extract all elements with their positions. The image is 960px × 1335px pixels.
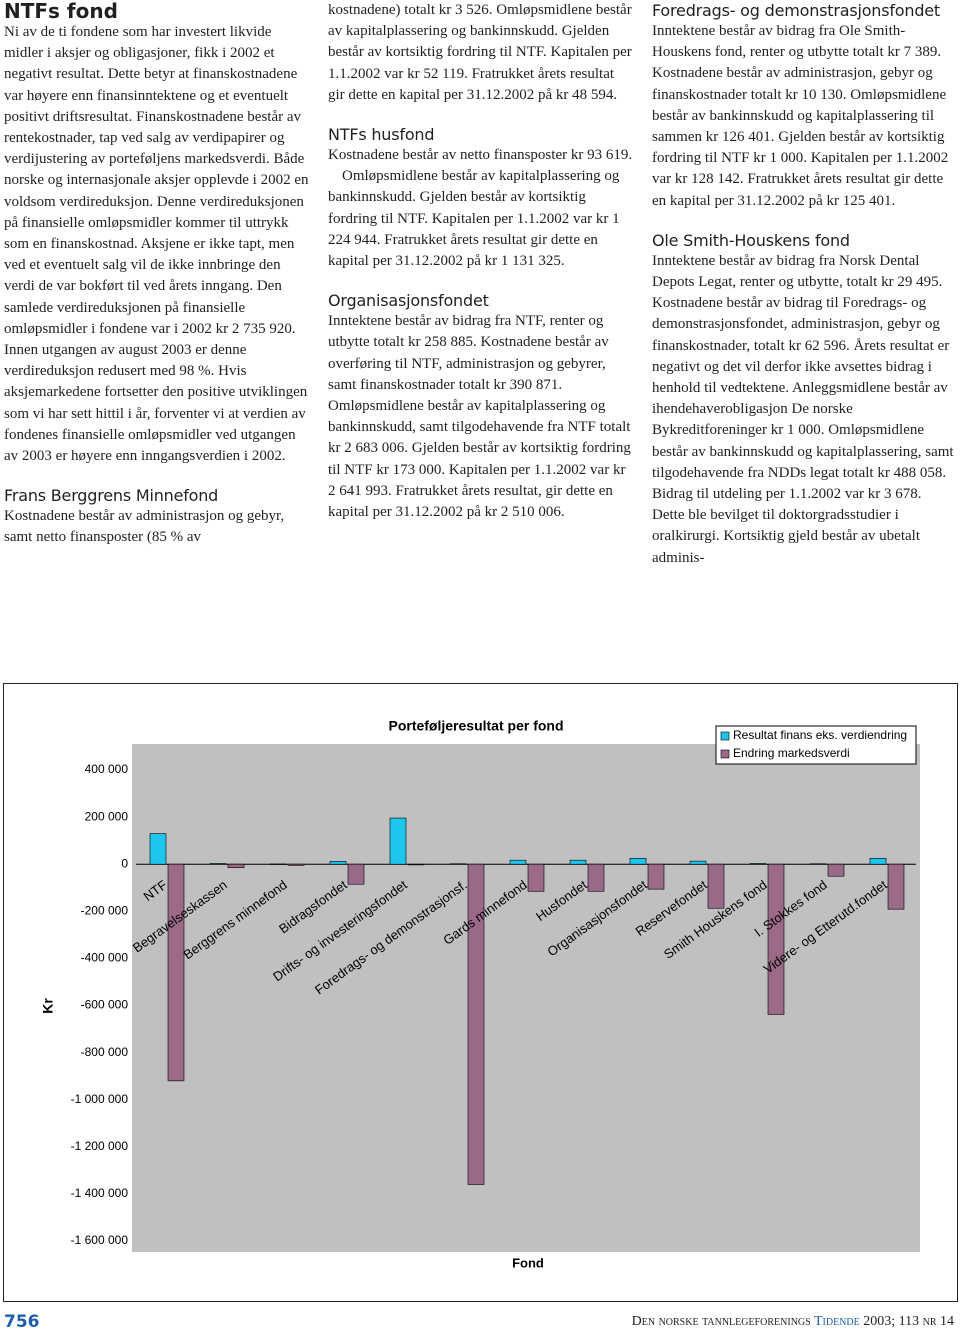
y-tick-label: -1 200 000 — [71, 1139, 129, 1153]
bar — [647, 863, 665, 890]
bar — [449, 863, 467, 865]
bar — [809, 863, 827, 865]
column: kostnadene) totalt kr 3 526. Omløpsmidle… — [328, 0, 633, 523]
journal-emphasis: Tidende — [813, 1314, 860, 1329]
bar — [509, 859, 527, 865]
paragraph: Inntektene består av bidrag fra Ole Smit… — [652, 23, 949, 209]
chart-frame: Porteføljeresultat per fond Kr Fond 400 … — [3, 683, 958, 1302]
legend-swatch — [720, 749, 730, 759]
bar — [689, 860, 707, 865]
heading: Ole Smith-Houskens fond — [652, 230, 850, 250]
bar — [269, 863, 287, 865]
bar — [407, 863, 425, 866]
x-axis-label: Fond — [512, 1255, 544, 1270]
y-tick-label: -1 400 000 — [71, 1186, 129, 1200]
paragraph: Ni av de ti fondene som har investert li… — [4, 24, 309, 465]
bar — [287, 863, 305, 866]
legend-label: Resultat finans eks. verdiendring — [733, 728, 907, 742]
bar — [587, 863, 605, 892]
heading: NTFs husfond — [328, 125, 435, 145]
bar — [629, 858, 647, 865]
y-tick-label: -1 000 000 — [71, 1092, 129, 1106]
plot-area — [132, 744, 920, 1252]
chart: Porteføljeresultat per fond Kr Fond 400 … — [40, 718, 920, 1270]
y-tick-label: -600 000 — [81, 998, 129, 1012]
paragraph: Inntektene består av bidrag fra NTF, ren… — [328, 313, 631, 521]
paragraph: kostnadene) totalt kr 3 526. Omløpsmidle… — [328, 2, 632, 103]
bar — [329, 861, 347, 865]
bar — [527, 863, 545, 892]
paragraph: Inntektene består av bidrag fra Norsk De… — [652, 252, 954, 566]
bar — [209, 863, 227, 865]
y-tick-label: 0 — [121, 856, 128, 870]
bar — [869, 858, 887, 865]
y-tick-label: 200 000 — [85, 809, 129, 823]
journal-line: Den norske tannlegeforenings Tidende 200… — [632, 1314, 954, 1330]
heading: Frans Berggrens Minnefond — [4, 486, 219, 506]
bar — [149, 833, 167, 865]
paragraph: Omløpsmidlene består av kapitalplasserin… — [328, 168, 620, 270]
legend-label: Endring markedsverdi — [733, 746, 850, 760]
journal: Den norske tannlegeforenings — [631, 1314, 811, 1329]
bar — [389, 817, 407, 865]
page-number: 756 — [4, 1312, 40, 1332]
issue: 2003; 113 nr 14 — [863, 1314, 954, 1329]
bar — [707, 863, 725, 909]
heading: NTFs fond — [4, 0, 118, 23]
bar — [887, 863, 905, 910]
bar — [227, 863, 245, 869]
y-tick-label: -1 600 000 — [71, 1233, 129, 1247]
y-tick-label: -200 000 — [81, 903, 129, 917]
y-tick-label: 400 000 — [85, 762, 129, 776]
chart-title: Porteføljeresultat per fond — [388, 718, 563, 734]
bar — [167, 863, 185, 1082]
bar — [569, 859, 587, 865]
y-axis-label: Kr — [40, 998, 56, 1014]
bar — [749, 863, 767, 865]
bar — [827, 863, 845, 877]
column: Foredrags- og demonstrasjonsfondet Innte… — [652, 0, 957, 569]
column: NTFs fond Ni av de ti fondene som har in… — [4, 0, 309, 549]
legend-box — [715, 725, 917, 765]
paragraph: Kostnadene består av administrasjon og g… — [4, 508, 285, 546]
heading: Foredrags- og demonstrasjonsfondet — [652, 1, 941, 20]
y-tick-label: -800 000 — [81, 1045, 129, 1059]
bar — [467, 863, 485, 1185]
bar — [347, 863, 365, 885]
bar — [767, 863, 785, 1015]
paragraph: Kostnadene består av netto finansposter … — [328, 147, 633, 164]
legend-swatch — [720, 731, 730, 741]
y-tick-label: -400 000 — [81, 951, 129, 965]
heading: Organisasjonsfondet — [328, 291, 489, 311]
